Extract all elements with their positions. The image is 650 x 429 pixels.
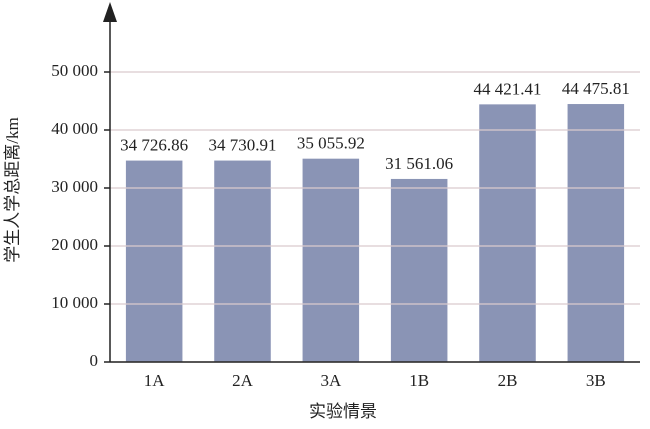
y-axis-arrow bbox=[103, 2, 117, 22]
x-axis-label: 实验情景 bbox=[309, 402, 377, 421]
y-tick-label: 30 000 bbox=[51, 177, 98, 196]
y-tick-label: 0 bbox=[90, 351, 99, 370]
value-label: 34 726.86 bbox=[120, 135, 188, 154]
value-label: 44 475.81 bbox=[562, 79, 630, 98]
value-label: 44 421.41 bbox=[474, 79, 542, 98]
value-label: 34 730.91 bbox=[209, 135, 277, 154]
value-label: 35 055.92 bbox=[297, 134, 365, 153]
x-tick-label: 3B bbox=[586, 371, 606, 390]
x-tick-label: 3A bbox=[320, 371, 342, 390]
x-tick-label: 2B bbox=[498, 371, 518, 390]
y-tick-label: 10 000 bbox=[51, 293, 98, 312]
value-label: 31 561.06 bbox=[385, 154, 453, 173]
bar bbox=[567, 104, 625, 363]
bar bbox=[214, 160, 271, 362]
bar bbox=[125, 160, 183, 362]
y-tick-label: 20 000 bbox=[51, 235, 98, 254]
bar bbox=[390, 178, 448, 362]
y-tick-label: 40 000 bbox=[51, 119, 98, 138]
y-tick-label: 50 000 bbox=[51, 61, 98, 80]
y-axis-label: 学生人学总距离/km bbox=[3, 117, 22, 262]
bar bbox=[302, 158, 360, 362]
bar bbox=[479, 104, 536, 362]
x-tick-label: 1A bbox=[144, 371, 166, 390]
x-tick-label: 2A bbox=[232, 371, 254, 390]
x-tick-label: 1B bbox=[409, 371, 429, 390]
